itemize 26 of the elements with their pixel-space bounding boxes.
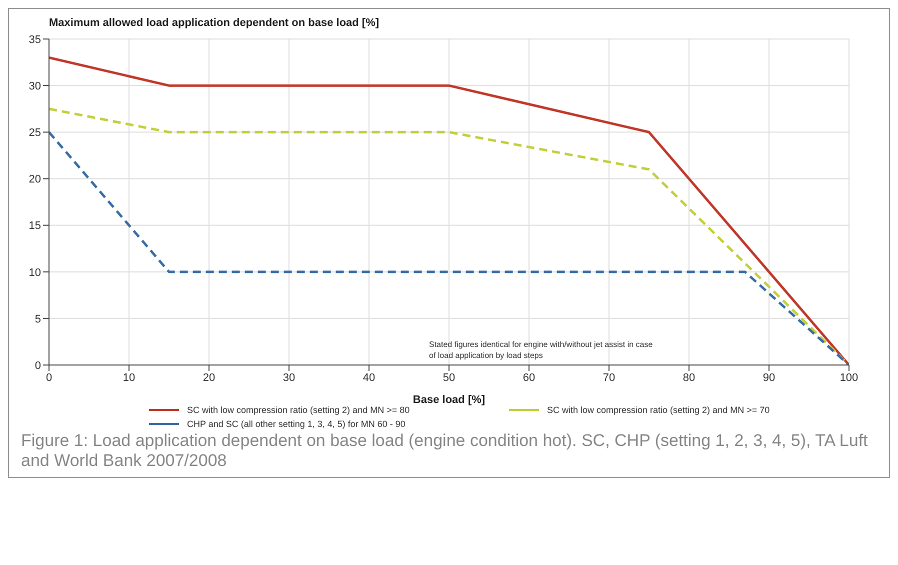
- chart-title: Maximum allowed load application dependent on base load [%]: [48, 16, 380, 29]
- x-tick-label: 0: [46, 372, 52, 384]
- x-tick-label: 60: [522, 372, 536, 384]
- caption: Figure 1: Load application dependent on base load (engine condition hot). SC, CHP (setting 1, 2, 3, 4, 5), TA Luft and World Bank 2007/2008: [20, 430, 869, 472]
- annotation: Stated figures identical for engine with/without jet assist in case of load application by load steps: [429, 339, 654, 361]
- y-tick-label: 35: [28, 34, 41, 46]
- x-tick-label: 100: [840, 372, 858, 384]
- y-tick-label: 10: [28, 266, 41, 279]
- y-tick-label: 5: [34, 313, 41, 326]
- x-tick-label: 90: [762, 372, 776, 384]
- legend-label: SC with low compression ratio (setting 2) and MN >= 80: [187, 405, 410, 415]
- x-tick-label: 20: [202, 372, 216, 384]
- x-tick-label: 40: [362, 372, 376, 384]
- y-tick-label: 25: [28, 127, 41, 140]
- x-tick-label: 80: [682, 372, 696, 384]
- y-tick-label: 15: [28, 220, 41, 232]
- y-tick-label: 0: [34, 360, 41, 372]
- legend-label: SC with low compression ratio (setting 2) and MN >= 70: [547, 405, 770, 415]
- x-tick-label: 70: [602, 372, 616, 384]
- x-tick-label: 30: [282, 372, 296, 384]
- x-tick-label: 10: [122, 372, 136, 384]
- x-axis-title: Base load [%]: [412, 394, 486, 406]
- y-tick-label: 30: [28, 80, 41, 92]
- x-tick-label: 50: [442, 372, 456, 384]
- y-tick-label: 20: [28, 174, 41, 186]
- legend-label: CHP and SC (all other setting 1, 3, 4, 5) for MN 60 - 90: [187, 419, 406, 429]
